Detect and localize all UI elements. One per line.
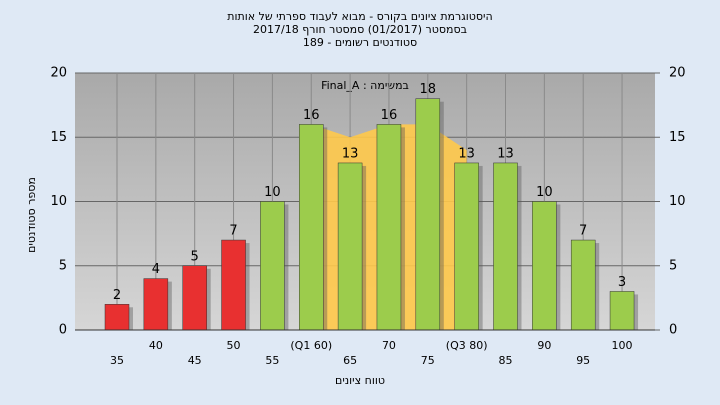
chart-title: היסטוגרמת ציונים בקורס - מבוא לעבוד ספרת… [227,10,492,23]
y-tick-label: 10 [50,194,67,209]
value-label: 18 [420,82,437,97]
value-label: 2 [113,288,121,303]
x-tick-label: 35 [110,354,124,367]
bar [493,162,518,331]
bar [337,162,363,331]
value-label: 7 [229,224,237,239]
bar [260,201,285,331]
y-tick-label: 15 [50,130,67,145]
bar [221,239,246,331]
y2-tick-label: 20 [669,66,686,81]
x-tick-label: (Q1 60) [290,339,332,352]
y-tick-label: 5 [59,258,67,273]
x-tick-label: 65 [343,354,357,367]
x-tick-label: (Q3 80) [446,339,488,352]
bar [532,201,557,331]
value-label: 5 [191,249,199,264]
bar [454,162,479,331]
y-tick-label: 0 [59,323,67,338]
y2-tick-label: 15 [669,130,686,145]
x-tick-label: 40 [149,339,163,352]
x-tick-label: 90 [537,339,551,352]
x-tick-label: 85 [499,354,513,367]
value-label: 4 [152,262,160,277]
y-axis-label: מספר סטודנטים [25,177,38,253]
value-label: 13 [342,146,359,161]
bar [376,124,402,331]
annotation: במשימה : Final_A [321,79,409,92]
bar [609,291,635,331]
y2-tick-label: 10 [669,194,686,209]
x-tick-label: 95 [576,354,590,367]
value-label: 7 [579,224,587,239]
bar [182,265,207,331]
value-label: 16 [303,108,320,123]
chart-subtitle: סטודנטים רשומים - 189 [303,36,417,49]
x-tick-label: 75 [421,354,435,367]
y-tick-label: 20 [50,66,67,81]
bar [570,239,596,331]
value-label: 13 [458,146,475,161]
bar [104,304,130,331]
value-label: 13 [497,146,514,161]
x-tick-label: 70 [382,339,396,352]
x-tick-label: 45 [188,354,202,367]
x-tick-label: 55 [265,354,279,367]
bar [299,124,324,331]
y2-tick-label: 5 [669,258,677,273]
value-label: 10 [264,185,281,200]
bar [143,278,169,331]
value-label: 10 [536,185,553,200]
x-tick-label: 100 [612,339,633,352]
value-label: 3 [618,275,626,290]
chart-subtitle: בסמסטר (01/2017) סמסטר חורף 2017/18 [253,23,467,36]
y2-tick-label: 0 [669,323,677,338]
bar [415,98,441,331]
x-axis-label: טווח ציונים [335,374,385,387]
x-tick-label: 50 [227,339,241,352]
value-label: 16 [381,108,398,123]
